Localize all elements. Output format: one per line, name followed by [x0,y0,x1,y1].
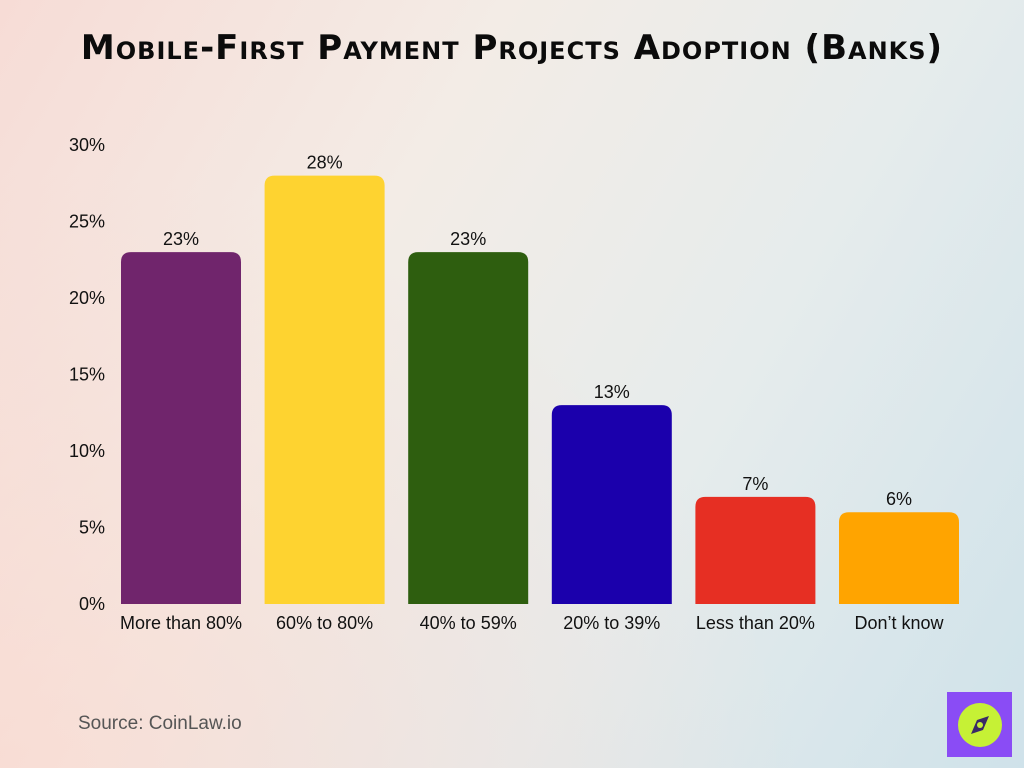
category-label: 20% to 39% [563,613,660,633]
brand-badge [947,692,1012,757]
compass-logo-icon [958,703,1002,747]
category-label: 60% to 80% [276,613,373,633]
category-label: More than 80% [120,613,242,633]
data-label: 6% [886,489,912,509]
data-label: 7% [742,474,768,494]
bar [408,252,529,604]
bar [264,175,385,604]
category-label: 40% to 59% [420,613,517,633]
y-tick-label: 10% [69,441,105,461]
source-credit: Source: CoinLaw.io [78,713,242,734]
y-tick-label: 25% [69,212,105,232]
category-label: Don’t know [854,613,944,633]
y-tick-label: 20% [69,288,105,308]
category-label: Less than 20% [696,613,815,633]
bar [121,252,241,604]
bar [695,496,816,604]
y-tick-label: 30% [69,135,105,155]
data-label: 23% [163,229,199,249]
data-label: 13% [594,382,630,402]
bar [839,512,959,604]
y-tick-label: 5% [79,518,105,538]
y-tick-label: 15% [69,365,105,385]
data-label: 28% [307,153,343,173]
data-label: 23% [450,229,486,249]
bar [551,405,672,604]
bar-chart: 0% 5% 10% 15% 20% 25% 30% 23% More than 80% 28% 60… [69,135,959,633]
chart-title: Mobile-First Payment Projects Adoption (… [80,28,944,68]
y-tick-label: 0% [79,594,105,614]
